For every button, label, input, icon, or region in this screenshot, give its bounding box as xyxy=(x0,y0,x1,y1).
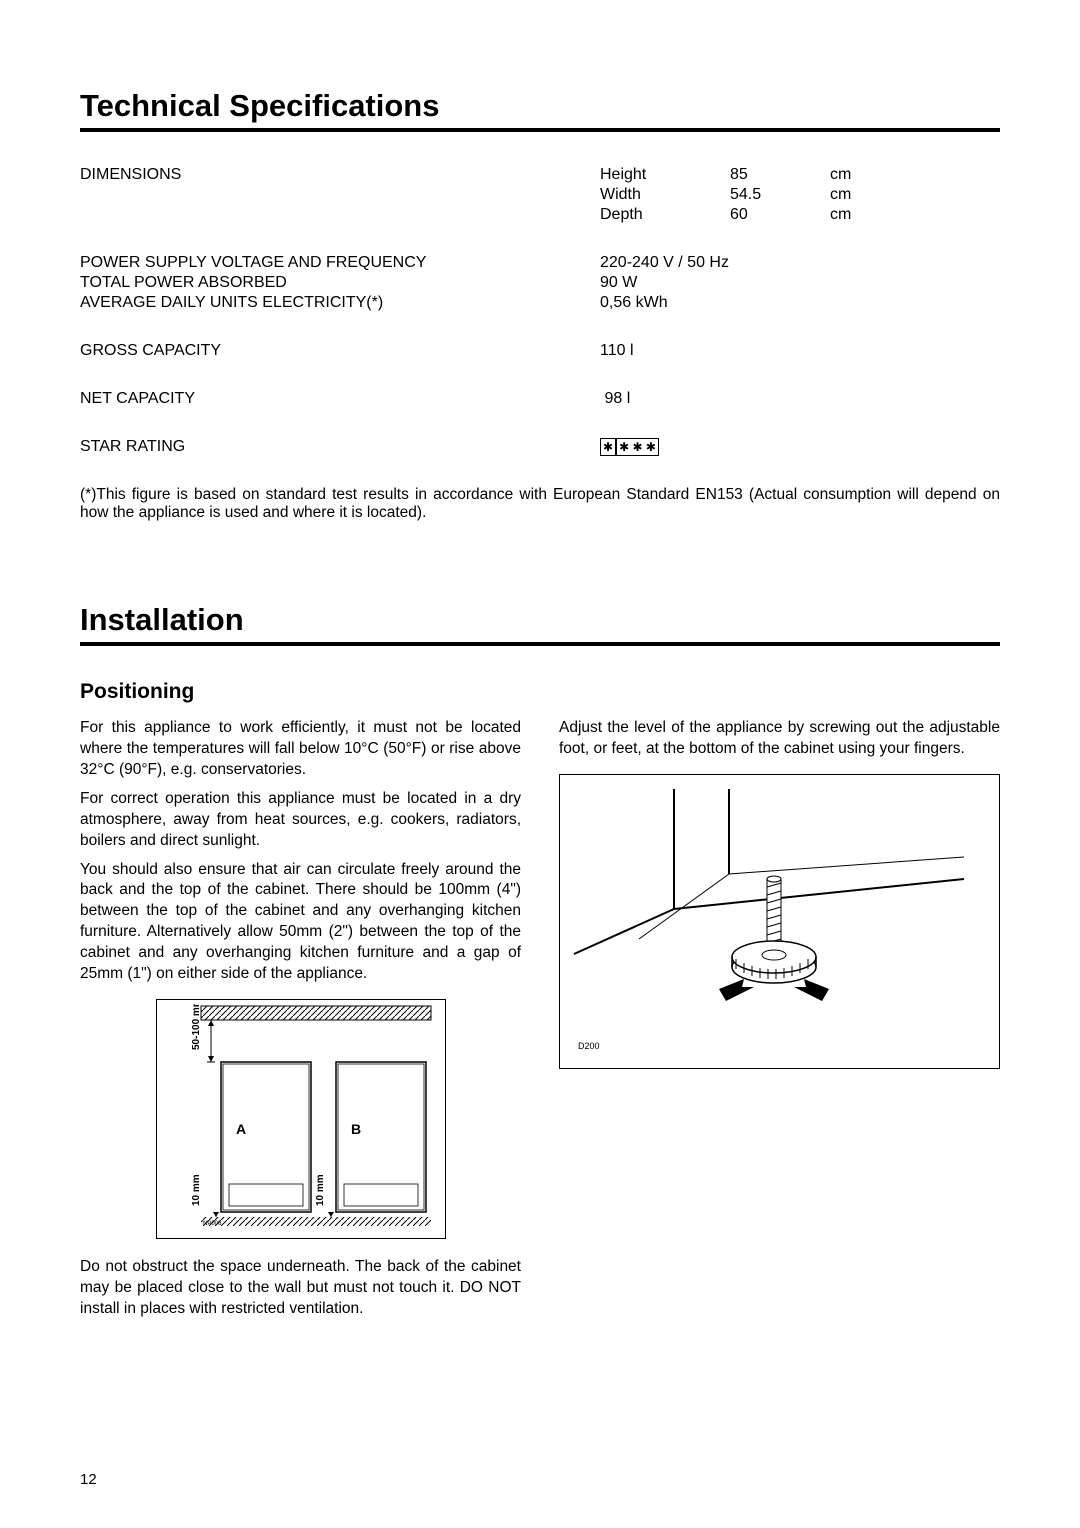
power-daily-label: AVERAGE DAILY UNITS ELECTRICITY(*) xyxy=(80,294,600,312)
svg-text:A: A xyxy=(236,1121,246,1137)
gross-capacity-label: GROSS CAPACITY xyxy=(80,342,600,360)
dim-height-name: Height xyxy=(600,166,730,184)
right-column: Adjust the level of the appliance by scr… xyxy=(559,718,1000,1328)
svg-text:50-100 mm: 50-100 mm xyxy=(191,1004,202,1050)
adjust-level-p: Adjust the level of the appliance by scr… xyxy=(559,718,1000,760)
foot-diagram: D200 xyxy=(559,774,1000,1069)
dim-width-name: Width xyxy=(600,186,730,204)
spec-table: DIMENSIONS Height 85 cm Width 54.5 cm De… xyxy=(80,166,1000,456)
positioning-p3: You should also ensure that air can circ… xyxy=(80,860,521,986)
net-capacity-value: 98 l xyxy=(600,390,880,408)
net-capacity-label: NET CAPACITY xyxy=(80,390,600,408)
dim-depth-name: Depth xyxy=(600,206,730,224)
dim-width-unit: cm xyxy=(830,186,880,204)
power-voltage-value: 220-240 V / 50 Hz xyxy=(600,254,880,272)
tech-specs-title: Technical Specifications xyxy=(80,88,1000,124)
clearance-diagram: 50-100 mm A B 10 mm 10 mm NP006 xyxy=(80,999,521,1239)
positioning-title: Positioning xyxy=(80,680,1000,704)
star-rating-value: ✱✱ ✱ ✱ xyxy=(600,438,659,456)
title-underline-installation xyxy=(80,642,1000,646)
svg-text:10 mm: 10 mm xyxy=(315,1174,326,1206)
positioning-p2: For correct operation this appliance mus… xyxy=(80,789,521,852)
power-absorbed-value: 90 W xyxy=(600,274,880,292)
installation-section: Installation Positioning For this applia… xyxy=(80,602,1000,1328)
svg-text:NP006: NP006 xyxy=(203,1221,222,1227)
svg-text:D200: D200 xyxy=(578,1041,600,1051)
dim-depth-unit: cm xyxy=(830,206,880,224)
dim-height-value: 85 xyxy=(730,166,830,184)
footnote: (*)This figure is based on standard test… xyxy=(80,486,1000,522)
dim-width-value: 54.5 xyxy=(730,186,830,204)
positioning-p1: For this appliance to work efficiently, … xyxy=(80,718,521,781)
power-voltage-label: POWER SUPPLY VOLTAGE AND FREQUENCY xyxy=(80,254,600,272)
power-daily-value: 0,56 kWh xyxy=(600,294,880,312)
left-column: For this appliance to work efficiently, … xyxy=(80,718,521,1328)
power-absorbed-label: TOTAL POWER ABSORBED xyxy=(80,274,600,292)
dim-depth-value: 60 xyxy=(730,206,830,224)
dimensions-label: DIMENSIONS xyxy=(80,166,600,184)
title-underline xyxy=(80,128,1000,132)
gross-capacity-value: 110 l xyxy=(600,342,880,360)
dim-height-unit: cm xyxy=(830,166,880,184)
svg-text:B: B xyxy=(351,1121,361,1137)
page-number: 12 xyxy=(80,1471,97,1488)
installation-title: Installation xyxy=(80,602,1000,638)
svg-text:10 mm: 10 mm xyxy=(191,1174,202,1206)
star-rating-label: STAR RATING xyxy=(80,438,600,456)
positioning-p4: Do not obstruct the space underneath. Th… xyxy=(80,1257,521,1320)
